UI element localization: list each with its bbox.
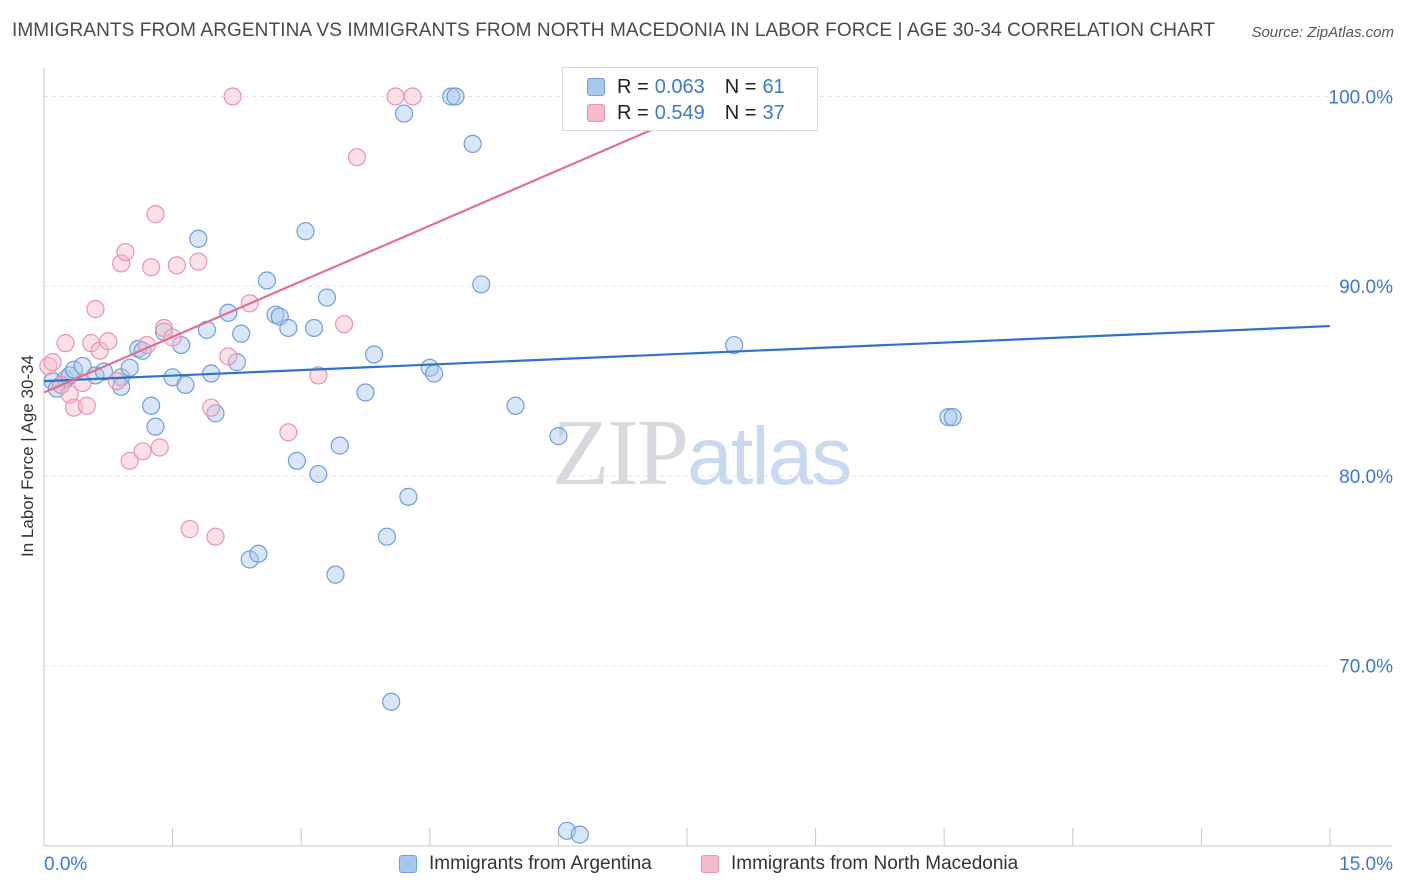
point-argentina [382,692,401,711]
point-north-macedonia [189,252,208,271]
legend-row-argentina: R = 0.063 N = 61 [587,74,785,100]
point-north-macedonia [206,527,225,546]
correlation-legend: R = 0.063 N = 61 R = 0.549 N = 37 [562,67,818,131]
point-north-macedonia [386,87,405,106]
point-north-macedonia [202,398,221,417]
point-argentina [287,451,307,470]
grid [44,95,1330,667]
legend-n-value: 61 [762,75,785,98]
point-north-macedonia [43,353,62,372]
point-argentina [120,358,139,377]
point-north-macedonia [133,442,152,461]
bottom-legend-swatch-argentina [399,855,417,873]
point-north-macedonia [77,396,96,415]
legend-r-label: R = [617,75,649,98]
point-argentina [279,318,298,338]
point-argentina [506,396,525,415]
point-north-macedonia [146,205,165,224]
point-argentina [442,87,461,106]
point-north-macedonia [334,315,354,334]
point-north-macedonia [347,148,367,167]
legend-row-north-macedonia: R = 0.549 N = 37 [587,100,785,126]
point-north-macedonia [223,87,242,106]
bottom-legend-argentina: Immigrants from Argentina [399,851,652,877]
bottom-legend-label-argentina: Immigrants from Argentina [429,853,652,874]
point-argentina [472,275,491,294]
point-north-macedonia [279,423,298,442]
watermark: ZIPatlas [552,398,852,507]
point-argentina [463,134,482,154]
bottom-legend-swatch-north-macedonia [701,855,719,873]
y-tick-label: 80.0% [1339,467,1393,488]
point-north-macedonia [150,438,169,457]
point-north-macedonia [219,347,238,366]
legend-n-label: N = [724,101,757,124]
point-argentina [399,487,418,506]
point-argentina [249,544,268,563]
x-tick-label-max: 15.0% [1339,854,1393,875]
point-argentina [377,527,397,546]
legend-n-value: 37 [762,101,785,124]
legend-swatch-north-macedonia [587,104,605,122]
point-argentina [176,375,195,394]
legend-r-value: 0.549 [654,101,705,124]
point-north-macedonia [56,334,75,353]
chart-title: IMMIGRANTS FROM ARGENTINA VS IMMIGRANTS … [12,20,1216,41]
point-argentina [725,335,744,355]
legend-r-value: 0.063 [654,75,705,98]
trend-line-argentina [43,324,1331,383]
source-note: Source: ZipAtlas.com [1251,24,1394,41]
point-argentina [64,360,84,379]
watermark-atlas: atlas [687,411,852,502]
point-argentina [232,324,251,343]
point-argentina [326,565,345,584]
point-argentina [309,464,328,484]
bottom-legend-label-north-macedonia: Immigrants from North Macedonia [731,853,1019,874]
point-argentina [424,364,444,383]
bottom-legend-north-macedonia: Immigrants from North Macedonia [701,851,1018,877]
point-north-macedonia [107,371,126,391]
tick-labels: 70.0% 80.0% 90.0% 100.0% 0.0% 15.0% [44,87,1393,875]
legend-swatch-argentina [587,78,605,96]
point-argentina [394,104,414,123]
point-argentina [446,87,465,106]
data-points [39,87,962,844]
point-north-macedonia [86,299,105,319]
point-north-macedonia [116,242,135,262]
point-argentina [364,345,384,364]
point-argentina [356,383,375,402]
point-argentina [549,427,568,446]
point-north-macedonia [142,258,161,277]
point-argentina [939,408,958,427]
point-argentina [257,271,277,290]
point-argentina [943,408,962,427]
watermark-zip: ZIP [552,401,689,505]
point-north-macedonia [403,87,422,106]
axes [43,68,1392,847]
point-argentina [330,436,349,455]
legend-r-label: R = [617,101,649,124]
point-argentina [142,396,161,415]
point-north-macedonia [180,520,199,539]
point-argentina [189,229,208,248]
y-tick-label: 70.0% [1339,657,1393,678]
point-argentina [304,318,324,338]
point-north-macedonia [167,256,186,275]
point-north-macedonia [73,373,92,393]
point-argentina [146,417,165,436]
point-north-macedonia [99,332,118,351]
legend-n-label: N = [724,75,757,98]
point-north-macedonia [120,451,139,470]
point-north-macedonia [112,254,131,273]
x-tick-label-min: 0.0% [44,854,87,875]
y-tick-label: 100.0% [1329,87,1394,108]
point-argentina [317,288,337,307]
point-north-macedonia [309,366,328,385]
point-argentina [570,825,589,844]
y-tick-label: 90.0% [1339,277,1393,298]
point-argentina [296,222,315,241]
